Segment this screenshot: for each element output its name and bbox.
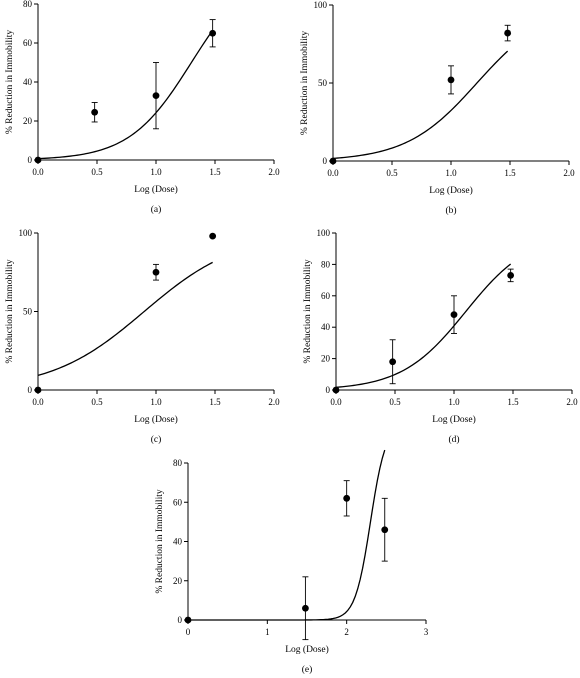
y-tick-label: 80 xyxy=(23,0,33,9)
panel-label: (d) xyxy=(448,434,459,445)
data-point xyxy=(332,386,340,394)
data-point xyxy=(34,156,42,164)
x-tick-label: 1.5 xyxy=(209,397,221,407)
chart-panel: 0.0 0.5 1.0 1.5 2.0 0 20 40 60 80 Log (Dose) % Redu… xyxy=(5,0,280,215)
y-tick-label: 20 xyxy=(173,576,183,586)
x-tick-label: 2.0 xyxy=(268,397,280,407)
x-axis-label: Log (Dose) xyxy=(134,414,178,425)
data-point xyxy=(343,494,351,502)
x-tick-label: 0.0 xyxy=(330,397,342,407)
x-tick-label: 0.5 xyxy=(386,168,398,178)
data-point xyxy=(302,604,309,612)
x-tick-label: 0 xyxy=(186,627,191,637)
data-point xyxy=(450,311,458,319)
y-axis-label: % Reduction in Immobility xyxy=(155,489,165,593)
y-tick-label: 0 xyxy=(323,156,328,166)
fit-curve xyxy=(37,261,213,377)
panel-label: (b) xyxy=(445,205,456,216)
data-point xyxy=(504,29,512,37)
x-axis-label: Log (Dose) xyxy=(134,184,178,195)
x-tick-label: 1.0 xyxy=(150,167,162,177)
data-point xyxy=(447,76,455,84)
fit-curve xyxy=(37,30,214,160)
data-point xyxy=(389,358,397,366)
y-tick-label: 60 xyxy=(173,497,183,507)
fit-curve xyxy=(188,449,386,621)
y-tick-label: 40 xyxy=(173,537,183,547)
x-tick-label: 0.5 xyxy=(91,167,103,177)
y-tick-label: 100 xyxy=(314,0,328,10)
chart-panel: 0.0 0.5 1.0 1.5 2.0 0 50 100 Log (Dose) % Reducti… xyxy=(300,0,575,216)
panel-label: (a) xyxy=(151,204,162,215)
panel-label: (e) xyxy=(302,664,313,675)
data-point xyxy=(381,526,389,534)
y-tick-label: 0 xyxy=(28,155,33,165)
y-tick-label: 20 xyxy=(23,116,33,126)
x-tick-label: 2.0 xyxy=(563,168,575,178)
fit-curve xyxy=(332,50,509,160)
data-point xyxy=(152,92,160,100)
data-point xyxy=(152,268,160,276)
data-point xyxy=(329,157,337,165)
x-tick-label: 0.5 xyxy=(389,397,401,407)
x-tick-label: 0.5 xyxy=(91,397,103,407)
x-tick-label: 0.0 xyxy=(327,168,339,178)
fit-curve xyxy=(335,263,512,388)
chart-panel: 0 1 2 3 0 20 40 60 80 Log (Dose) % Reduction in Im… xyxy=(155,449,429,675)
panel-label: (c) xyxy=(151,434,162,445)
data-point xyxy=(34,386,42,394)
x-tick-label: 2.0 xyxy=(268,167,280,177)
x-tick-label: 1.5 xyxy=(507,397,519,407)
data-point xyxy=(507,271,515,279)
y-tick-label: 80 xyxy=(321,259,331,269)
y-tick-label: 50 xyxy=(23,307,33,317)
data-point xyxy=(184,616,192,624)
y-axis-label: % Reduction in Immobility xyxy=(5,30,15,134)
y-tick-label: 40 xyxy=(23,77,33,87)
chart-panel: 0.0 0.5 1.0 1.5 2.0 0 50 100 Log (Dose) % Reducti… xyxy=(5,228,280,445)
x-tick-label: 1.5 xyxy=(209,167,221,177)
x-tick-label: 1.0 xyxy=(445,168,457,178)
y-tick-label: 80 xyxy=(173,458,183,468)
y-tick-label: 40 xyxy=(321,322,331,332)
y-tick-label: 20 xyxy=(321,354,331,364)
x-tick-label: 1 xyxy=(265,627,270,637)
x-tick-label: 1.5 xyxy=(504,168,516,178)
data-point xyxy=(209,29,217,37)
data-point xyxy=(209,232,217,240)
x-axis-label: Log (Dose) xyxy=(429,185,473,196)
x-tick-label: 0.0 xyxy=(32,397,44,407)
y-axis-label: % Reduction in Immobility xyxy=(300,31,310,135)
y-axis-label: % Reduction in Immobility xyxy=(303,259,313,363)
y-tick-label: 60 xyxy=(321,291,331,301)
x-tick-label: 0.0 xyxy=(32,167,44,177)
x-tick-label: 1.0 xyxy=(150,397,162,407)
y-tick-label: 100 xyxy=(317,228,331,238)
x-axis-label: Log (Dose) xyxy=(432,414,476,425)
x-tick-label: 2.0 xyxy=(566,397,578,407)
x-tick-label: 3 xyxy=(424,627,429,637)
x-tick-label: 2 xyxy=(344,627,349,637)
y-tick-label: 0 xyxy=(326,385,331,395)
y-axis-label: % Reduction in Immobility xyxy=(5,259,15,363)
data-point xyxy=(91,108,99,116)
y-tick-label: 0 xyxy=(178,615,183,625)
y-tick-label: 50 xyxy=(318,78,328,88)
y-tick-label: 60 xyxy=(23,38,33,48)
x-tick-label: 1.0 xyxy=(448,397,460,407)
y-tick-label: 0 xyxy=(28,385,33,395)
y-tick-label: 100 xyxy=(19,228,33,238)
chart-panel: 0.0 0.5 1.0 1.5 2.0 0 20 40 60 80 100 Log (Dose) % R… xyxy=(303,228,578,445)
x-axis-label: Log (Dose) xyxy=(285,644,329,655)
